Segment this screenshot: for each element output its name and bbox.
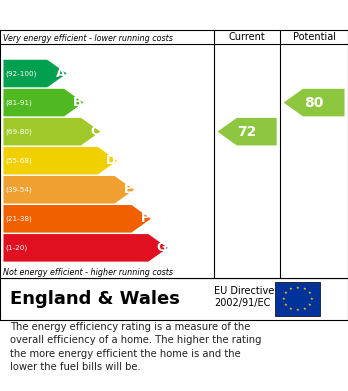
Text: E: E: [124, 183, 133, 196]
Text: ★: ★: [296, 286, 299, 290]
Polygon shape: [3, 89, 84, 117]
Polygon shape: [3, 234, 168, 262]
Text: C: C: [90, 125, 99, 138]
Text: ★: ★: [289, 287, 292, 291]
Text: England & Wales: England & Wales: [10, 290, 180, 308]
Polygon shape: [3, 147, 117, 174]
Text: ★: ★: [308, 291, 311, 295]
Text: ★: ★: [296, 308, 299, 312]
Text: Potential: Potential: [293, 32, 335, 42]
Text: ★: ★: [310, 297, 313, 301]
Polygon shape: [218, 118, 277, 145]
Polygon shape: [284, 89, 345, 117]
Text: (21-38): (21-38): [5, 215, 32, 222]
Text: B: B: [73, 96, 82, 109]
Text: Current: Current: [229, 32, 266, 42]
Text: ★: ★: [303, 287, 306, 291]
Text: ★: ★: [289, 307, 292, 311]
Text: 72: 72: [237, 125, 257, 139]
Polygon shape: [3, 176, 134, 204]
Text: (1-20): (1-20): [5, 245, 27, 251]
Text: A: A: [56, 67, 66, 80]
Text: Not energy efficient - higher running costs: Not energy efficient - higher running co…: [3, 268, 174, 277]
Polygon shape: [3, 118, 100, 145]
Text: EU Directive
2002/91/EC: EU Directive 2002/91/EC: [214, 286, 274, 308]
Text: (55-68): (55-68): [5, 158, 32, 164]
Text: ★: ★: [282, 297, 285, 301]
Text: ★: ★: [284, 303, 287, 307]
Text: F: F: [141, 212, 149, 225]
Text: (92-100): (92-100): [5, 70, 37, 77]
Text: ★: ★: [308, 303, 311, 307]
Text: G: G: [157, 241, 167, 255]
FancyBboxPatch shape: [275, 282, 320, 316]
Text: (81-91): (81-91): [5, 99, 32, 106]
Text: Very energy efficient - lower running costs: Very energy efficient - lower running co…: [3, 34, 173, 43]
Text: The energy efficiency rating is a measure of the
overall efficiency of a home. T: The energy efficiency rating is a measur…: [10, 322, 262, 372]
Text: (39-54): (39-54): [5, 187, 32, 193]
Polygon shape: [3, 205, 151, 233]
Text: ★: ★: [303, 307, 306, 311]
Text: Energy Efficiency Rating: Energy Efficiency Rating: [10, 7, 220, 23]
Polygon shape: [3, 60, 66, 87]
Text: (69-80): (69-80): [5, 128, 32, 135]
Text: ★: ★: [284, 291, 287, 295]
Text: D: D: [106, 154, 117, 167]
Text: 80: 80: [304, 95, 324, 109]
